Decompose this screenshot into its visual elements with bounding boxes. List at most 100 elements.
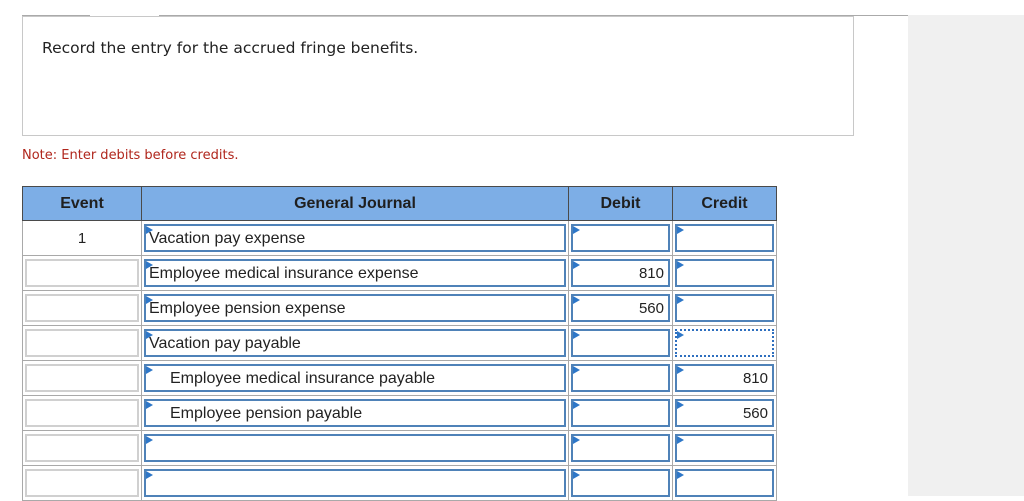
- credit-input[interactable]: [675, 434, 774, 462]
- question-box: Record the entry for the accrued fringe …: [22, 16, 854, 136]
- table-row: Employee pension expense 560: [22, 290, 777, 326]
- debit-input[interactable]: [571, 364, 670, 392]
- dropdown-marker-icon: [573, 436, 580, 444]
- dropdown-marker-icon: [146, 226, 153, 234]
- account-input[interactable]: [144, 434, 566, 462]
- dropdown-marker-icon: [573, 296, 580, 304]
- question-text: Record the entry for the accrued fringe …: [42, 39, 419, 57]
- account-cell: Vacation pay payable: [141, 325, 569, 361]
- debit-input[interactable]: 560: [571, 294, 670, 322]
- event-select[interactable]: [25, 364, 139, 392]
- dropdown-marker-icon: [573, 331, 580, 339]
- event-cell[interactable]: [22, 465, 142, 501]
- debit-cell: 810: [568, 255, 673, 291]
- account-name: Employee medical insurance expense: [149, 265, 419, 282]
- debit-input[interactable]: [571, 469, 670, 497]
- account-input[interactable]: Employee medical insurance expense: [144, 259, 566, 287]
- account-input[interactable]: Employee pension expense: [144, 294, 566, 322]
- account-cell: [141, 465, 569, 501]
- dropdown-marker-icon: [573, 401, 580, 409]
- event-select[interactable]: [25, 329, 139, 357]
- credit-cell: [672, 325, 777, 361]
- account-input[interactable]: Employee medical insurance payable: [144, 364, 566, 392]
- event-cell[interactable]: 1: [22, 220, 142, 256]
- dropdown-marker-icon: [146, 366, 153, 374]
- debit-input[interactable]: [571, 399, 670, 427]
- table-row: Employee medical insurance expense 810: [22, 255, 777, 291]
- account-name: Vacation pay expense: [149, 230, 306, 247]
- journal-body: 1 Vacation pay expense Employee medical in…: [22, 220, 777, 501]
- table-row: Vacation pay payable: [22, 325, 777, 361]
- credit-input[interactable]: [675, 469, 774, 497]
- table-header-row: Event General Journal Debit Credit: [22, 186, 777, 221]
- dropdown-marker-icon: [677, 296, 684, 304]
- debit-input[interactable]: 810: [571, 259, 670, 287]
- event-cell[interactable]: [22, 290, 142, 326]
- event-cell[interactable]: [22, 255, 142, 291]
- account-cell: [141, 430, 569, 466]
- instruction-note: Note: Enter debits before credits.: [22, 148, 239, 163]
- debit-header: Debit: [568, 186, 673, 221]
- account-input[interactable]: Employee pension payable: [144, 399, 566, 427]
- event-select[interactable]: [25, 294, 139, 322]
- event-number: 1: [77, 229, 87, 247]
- account-name: Employee medical insurance payable: [170, 370, 436, 387]
- event-cell[interactable]: [22, 360, 142, 396]
- side-panel: [908, 15, 1024, 496]
- credit-header: Credit: [672, 186, 777, 221]
- account-input[interactable]: Vacation pay expense: [144, 224, 566, 252]
- account-cell: Employee medical insurance expense: [141, 255, 569, 291]
- event-select[interactable]: [25, 399, 139, 427]
- dropdown-marker-icon: [146, 331, 153, 339]
- debit-input[interactable]: [571, 434, 670, 462]
- credit-input[interactable]: [675, 224, 774, 252]
- dropdown-marker-icon: [677, 436, 684, 444]
- event-cell[interactable]: [22, 395, 142, 431]
- event-cell[interactable]: [22, 325, 142, 361]
- dropdown-marker-icon: [146, 296, 153, 304]
- table-row: Employee pension payable 560: [22, 395, 777, 431]
- dropdown-marker-icon: [146, 436, 153, 444]
- debit-cell: [568, 220, 673, 256]
- dropdown-marker-icon: [677, 366, 684, 374]
- credit-cell: [672, 430, 777, 466]
- credit-input[interactable]: [675, 259, 774, 287]
- account-cell: Employee pension payable: [141, 395, 569, 431]
- event-select[interactable]: [25, 259, 139, 287]
- debit-input[interactable]: [571, 224, 670, 252]
- dropdown-marker-icon: [677, 331, 684, 339]
- dropdown-marker-icon: [573, 261, 580, 269]
- account-cell: Employee pension expense: [141, 290, 569, 326]
- dropdown-marker-icon: [677, 471, 684, 479]
- account-name: Vacation pay payable: [149, 335, 301, 352]
- credit-cell: 560: [672, 395, 777, 431]
- credit-cell: [672, 255, 777, 291]
- account-input[interactable]: [144, 469, 566, 497]
- table-row: [22, 465, 777, 501]
- debit-amount: 560: [638, 300, 664, 317]
- credit-input[interactable]: 560: [675, 399, 774, 427]
- account-input[interactable]: Vacation pay payable: [144, 329, 566, 357]
- debit-cell: [568, 325, 673, 361]
- dropdown-marker-icon: [146, 471, 153, 479]
- dropdown-marker-icon: [677, 401, 684, 409]
- event-select[interactable]: [25, 469, 139, 497]
- dropdown-marker-icon: [573, 226, 580, 234]
- dropdown-marker-icon: [573, 471, 580, 479]
- credit-input[interactable]: [675, 294, 774, 322]
- table-row: [22, 430, 777, 466]
- debit-cell: 560: [568, 290, 673, 326]
- credit-cell: [672, 465, 777, 501]
- dropdown-marker-icon: [573, 366, 580, 374]
- event-select[interactable]: [25, 434, 139, 462]
- credit-input[interactable]: 810: [675, 364, 774, 392]
- debit-cell: [568, 360, 673, 396]
- event-cell[interactable]: [22, 430, 142, 466]
- account-cell: Employee medical insurance payable: [141, 360, 569, 396]
- credit-amount: 560: [742, 405, 768, 422]
- tab-divider: [22, 15, 90, 16]
- debit-input[interactable]: [571, 329, 670, 357]
- dropdown-marker-icon: [677, 261, 684, 269]
- credit-cell: [672, 290, 777, 326]
- credit-input[interactable]: [675, 329, 774, 357]
